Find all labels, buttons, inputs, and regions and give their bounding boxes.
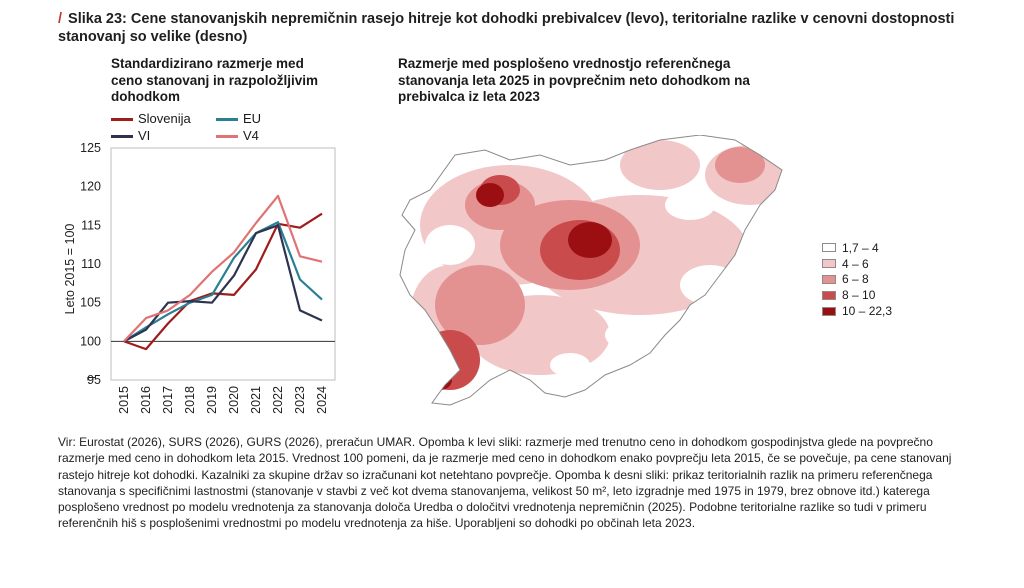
line-chart: 100 105 110 115 120 125 95⌐ Leto 2015 = 100 2015… (63, 141, 336, 414)
x-tick-label: 2019 (205, 386, 219, 414)
y-tick-label: 105 (80, 296, 101, 310)
footnote: Vir: Eurostat (2026), SURS (2026), GURS … (58, 435, 952, 531)
map-legend-label: 4 – 6 (842, 256, 869, 271)
y-tick-label: 95 (87, 373, 101, 387)
map-legend-label: 8 – 10 (842, 288, 876, 303)
map-legend-item: 8 – 10 (822, 287, 892, 303)
x-tick-label: 2021 (249, 386, 263, 414)
y-tick-label: 100 (80, 334, 101, 348)
legend-swatch-eu (216, 118, 238, 121)
map-legend-label: 10 – 22,3 (842, 304, 893, 319)
x-tick-label: 2017 (161, 386, 175, 414)
legend-item-vi: VI (111, 128, 150, 143)
map-legend-swatch (822, 274, 836, 284)
slovenia-map (399, 135, 783, 406)
figure-title: / Slika 23: Cene stanovanjskih nepremični… (58, 10, 978, 46)
legend-label-eu: EU (243, 111, 262, 126)
legend-item-eu: EU (216, 111, 261, 126)
legend-item-slovenija: Slovenija (111, 111, 191, 126)
series-line-vi (123, 224, 323, 343)
y-axis-label: Leto 2015 = 100 (63, 224, 77, 315)
map-legend-item: 6 – 8 (822, 272, 892, 288)
axis-break-symbol: ⌐ (86, 371, 96, 385)
legend-swatch-slovenija (111, 118, 133, 121)
legend-swatch-v4 (216, 135, 238, 138)
x-tick-label: 2018 (183, 386, 197, 414)
title-text: Slika 23: Cene stanovanjskih nepremičnin… (58, 11, 955, 45)
plot-frame (110, 147, 336, 381)
y-tick-label: 120 (80, 180, 101, 194)
line-chart-title: Standardizirano razmerje med ceno stanov… (111, 56, 319, 104)
x-tick-label: 2023 (293, 386, 307, 414)
map-legend-swatch (822, 306, 836, 316)
map-legend-item: 10 – 22,3 (822, 303, 892, 319)
map-legend-label: 1,7 – 4 (842, 240, 879, 255)
x-tick-label: 2016 (139, 386, 153, 414)
legend-item-v4: V4 (216, 128, 259, 143)
y-tick-label: 115 (81, 218, 101, 232)
map-legend: 1,7 – 4 4 – 6 6 – 8 8 – 10 10 – 22,3 (822, 240, 892, 319)
legend-label-slovenija: Slovenija (138, 111, 191, 126)
x-tick-label: 2024 (315, 386, 329, 414)
map-outline (399, 135, 783, 406)
y-tick-label: 125 (80, 141, 101, 155)
x-tick-label: 2015 (117, 386, 131, 414)
x-tick-label: 2022 (271, 386, 285, 414)
map-title: Razmerje med posplošeno vrednostjo refer… (398, 56, 750, 104)
map-legend-swatch (822, 290, 836, 300)
y-tick-label: 110 (81, 257, 101, 271)
series-line-eu (123, 221, 323, 343)
map-legend-swatch (822, 259, 836, 269)
map-legend-item: 4 – 6 (822, 256, 892, 272)
map-legend-item: 1,7 – 4 (822, 240, 892, 256)
title-marker: / (58, 11, 63, 27)
legend-swatch-vi (111, 135, 133, 138)
series-line-v4 (123, 194, 323, 343)
x-tick-label: 2020 (227, 386, 241, 414)
map-legend-label: 6 – 8 (842, 272, 869, 287)
map-legend-swatch (822, 243, 836, 253)
legend-label-vi: VI (138, 128, 151, 143)
legend-label-v4: V4 (243, 128, 259, 143)
